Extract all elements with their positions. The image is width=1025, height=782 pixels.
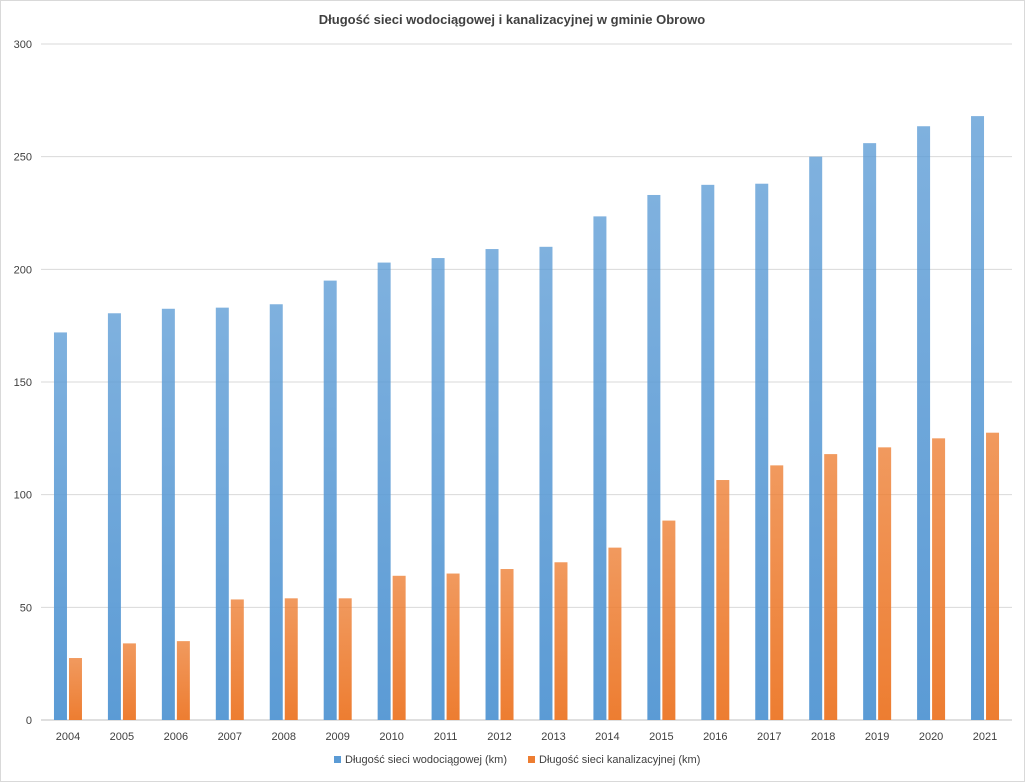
bar-water-network — [269, 304, 283, 720]
bar-sewer-network — [446, 573, 460, 720]
bar-sewer-network — [500, 569, 514, 720]
x-tick-label: 2020 — [919, 731, 943, 743]
bar-sewer-network — [68, 658, 82, 720]
x-tick-label: 2006 — [164, 731, 188, 743]
bar-water-network — [161, 308, 175, 720]
y-tick-label: 150 — [14, 377, 32, 389]
y-tick-label: 250 — [14, 152, 32, 164]
bar-water-network — [323, 280, 337, 720]
y-tick-label: 50 — [20, 602, 32, 614]
legend-label: Długość sieci wodociągowej (km) — [345, 754, 507, 766]
bar-sewer-network — [770, 465, 784, 720]
bar-sewer-network — [662, 520, 676, 720]
y-tick-label: 100 — [14, 490, 32, 502]
x-tick-label: 2016 — [703, 731, 727, 743]
legend: Długość sieci wodociągowej (km) Długość s… — [334, 754, 700, 766]
bar-sewer-network — [554, 562, 568, 720]
y-tick-label: 200 — [14, 264, 32, 276]
x-tick-label: 2008 — [272, 731, 296, 743]
x-tick-label: 2019 — [865, 731, 889, 743]
gridlines — [41, 43, 1012, 721]
y-tick-label: 0 — [26, 715, 32, 727]
bar-water-network — [809, 156, 823, 720]
bar-water-network — [863, 143, 877, 720]
bar-water-network — [215, 307, 229, 720]
legend-swatch — [528, 756, 535, 763]
bar-sewer-network — [932, 438, 946, 720]
bar-water-network — [485, 249, 499, 720]
bar-water-network — [971, 116, 985, 720]
bar-sewer-network — [122, 643, 136, 720]
bar-sewer-network — [230, 599, 244, 720]
x-tick-label: 2005 — [110, 731, 134, 743]
y-tick-label: 300 — [14, 39, 32, 51]
chart-title: Długość sieci wodociągowej i kanalizacyj… — [319, 12, 706, 27]
x-tick-label: 2010 — [379, 731, 403, 743]
x-tick-label: 2018 — [811, 731, 835, 743]
bar-water-network — [593, 216, 607, 720]
bar-sewer-network — [608, 547, 622, 720]
bar-sewer-network — [392, 575, 406, 720]
y-axis-ticks: 0 50 100 150 200 250 300 — [14, 39, 32, 727]
bar-water-network — [755, 183, 769, 720]
x-tick-label: 2017 — [757, 731, 781, 743]
bar-sewer-network — [986, 432, 1000, 720]
bars — [53, 116, 1000, 721]
bar-sewer-network — [878, 447, 892, 720]
x-tick-label: 2009 — [325, 731, 349, 743]
legend-label: Długość sieci kanalizacyjnej (km) — [539, 754, 700, 766]
bar-water-network — [377, 262, 391, 720]
bar-water-network — [917, 126, 931, 721]
bar-water-network — [647, 194, 661, 720]
x-tick-label: 2015 — [649, 731, 673, 743]
legend-swatch — [334, 756, 341, 763]
bar-sewer-network — [824, 454, 838, 720]
bar-sewer-network — [176, 641, 190, 720]
bar-sewer-network — [716, 480, 730, 720]
x-tick-label: 2021 — [973, 731, 997, 743]
x-axis-ticks: 2004 2005 2006 2007 2008 2009 2010 2011 2012 2013… — [56, 731, 998, 743]
bar-water-network — [431, 258, 445, 720]
x-tick-label: 2014 — [595, 731, 619, 743]
x-tick-label: 2007 — [218, 731, 242, 743]
x-tick-label: 2012 — [487, 731, 511, 743]
x-tick-label: 2013 — [541, 731, 565, 743]
bar-water-network — [107, 313, 121, 720]
bar-water-network — [53, 332, 67, 720]
bar-water-network — [539, 246, 553, 721]
bar-sewer-network — [338, 598, 352, 720]
bar-sewer-network — [284, 598, 298, 720]
x-tick-label: 2011 — [434, 731, 458, 743]
bar-water-network — [701, 184, 715, 721]
x-tick-label: 2004 — [56, 731, 80, 743]
